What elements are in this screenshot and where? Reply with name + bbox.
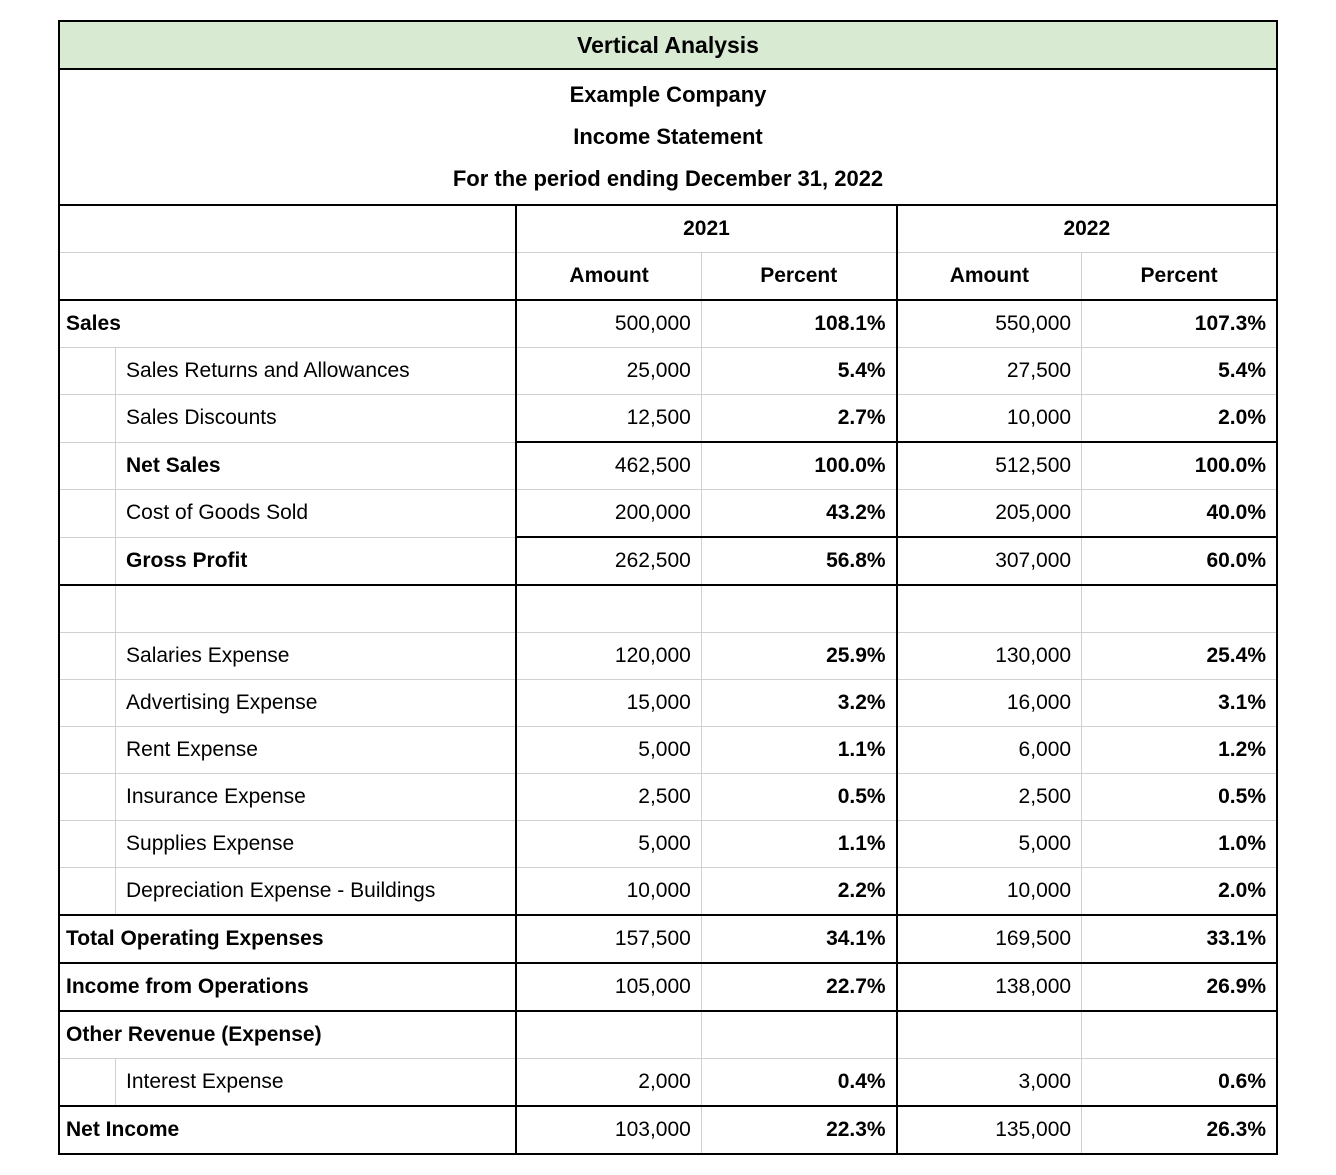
row-net-sales: Net Sales 462,500 100.0% 512,500 100.0% <box>59 442 1277 490</box>
row-salaries: Salaries Expense 120,000 25.9% 130,000 2… <box>59 633 1277 680</box>
row-discounts: Sales Discounts 12,500 2.7% 10,000 2.0% <box>59 395 1277 443</box>
table-title: Vertical Analysis <box>59 21 1277 69</box>
company-name: Example Company <box>59 69 1277 116</box>
col-amount-2: Amount <box>897 253 1082 301</box>
row-other-revenue: Other Revenue (Expense) <box>59 1011 1277 1059</box>
row-advertising: Advertising Expense 15,000 3.2% 16,000 3… <box>59 680 1277 727</box>
label-gross-profit: Gross Profit <box>116 537 517 585</box>
period-text: For the period ending December 31, 2022 <box>59 158 1277 205</box>
year-2022: 2022 <box>897 205 1277 253</box>
row-income-ops: Income from Operations 105,000 22.7% 138… <box>59 963 1277 1011</box>
row-rent: Rent Expense 5,000 1.1% 6,000 1.2% <box>59 727 1277 774</box>
label-discounts: Sales Discounts <box>116 395 517 443</box>
label-returns: Sales Returns and Allowances <box>116 348 517 395</box>
vertical-analysis-table: Vertical Analysis Example Company Income… <box>58 20 1278 1155</box>
col-amount-1: Amount <box>516 253 701 301</box>
label-sales: Sales <box>59 300 516 348</box>
column-header-row: Amount Percent Amount Percent <box>59 253 1277 301</box>
row-net-income: Net Income 103,000 22.3% 135,000 26.3% <box>59 1106 1277 1154</box>
col-percent-1: Percent <box>701 253 896 301</box>
row-insurance: Insurance Expense 2,500 0.5% 2,500 0.5% <box>59 774 1277 821</box>
row-depreciation: Depreciation Expense - Buildings 10,000 … <box>59 868 1277 916</box>
row-sales: Sales 500,000 108.1% 550,000 107.3% <box>59 300 1277 348</box>
title-row: Vertical Analysis <box>59 21 1277 69</box>
statement-row: Income Statement <box>59 116 1277 158</box>
label-net-sales: Net Sales <box>116 442 517 490</box>
statement-name: Income Statement <box>59 116 1277 158</box>
year-header-row: 2021 2022 <box>59 205 1277 253</box>
row-interest: Interest Expense 2,000 0.4% 3,000 0.6% <box>59 1059 1277 1107</box>
period-row: For the period ending December 31, 2022 <box>59 158 1277 205</box>
row-spacer <box>59 585 1277 633</box>
row-cogs: Cost of Goods Sold 200,000 43.2% 205,000… <box>59 490 1277 538</box>
row-returns: Sales Returns and Allowances 25,000 5.4%… <box>59 348 1277 395</box>
year-2021: 2021 <box>516 205 896 253</box>
label-cogs: Cost of Goods Sold <box>116 490 517 538</box>
row-gross-profit: Gross Profit 262,500 56.8% 307,000 60.0% <box>59 537 1277 585</box>
company-row: Example Company <box>59 69 1277 116</box>
col-percent-2: Percent <box>1082 253 1277 301</box>
row-supplies: Supplies Expense 5,000 1.1% 5,000 1.0% <box>59 821 1277 868</box>
row-total-opex: Total Operating Expenses 157,500 34.1% 1… <box>59 915 1277 963</box>
